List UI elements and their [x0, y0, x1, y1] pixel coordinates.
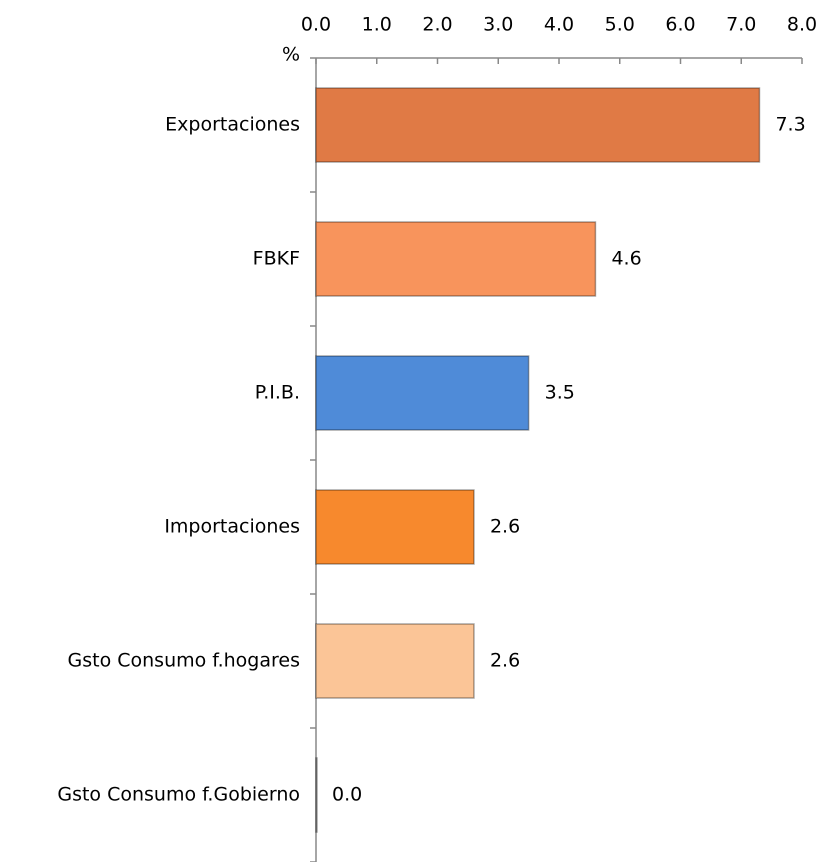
x-tick-label: 0.0 — [301, 14, 331, 36]
bar — [315, 489, 475, 565]
x-tick-label: 4.0 — [544, 14, 574, 36]
bar — [315, 623, 475, 699]
bar — [315, 355, 530, 431]
y-tick-label: Gsto Consumo f.Gobierno — [57, 784, 300, 806]
value-label: 4.6 — [611, 248, 641, 270]
y-tick-label: P.I.B. — [255, 382, 300, 404]
x-tick-label: 5.0 — [605, 14, 635, 36]
x-tick-label: 1.0 — [362, 14, 392, 36]
x-tick-label: 2.0 — [422, 14, 452, 36]
y-tick-label: Gsto Consumo f.hogares — [68, 650, 300, 672]
x-tick-label: 3.0 — [483, 14, 513, 36]
bar — [315, 221, 597, 297]
y-tick-label: Exportaciones — [165, 114, 300, 136]
x-tick-label: 7.0 — [726, 14, 756, 36]
axis-label: % — [282, 44, 300, 66]
x-tick-label: 8.0 — [787, 14, 817, 36]
y-tick-label: Importaciones — [164, 516, 300, 538]
y-tick-label: FBKF — [253, 248, 300, 270]
bar — [315, 757, 318, 833]
value-label: 2.6 — [490, 516, 520, 538]
value-label: 3.5 — [545, 382, 575, 404]
value-label: 2.6 — [490, 650, 520, 672]
x-tick-label: 6.0 — [665, 14, 695, 36]
bar — [315, 87, 761, 163]
value-label: 7.3 — [775, 114, 805, 136]
value-label: 0.0 — [332, 784, 362, 806]
